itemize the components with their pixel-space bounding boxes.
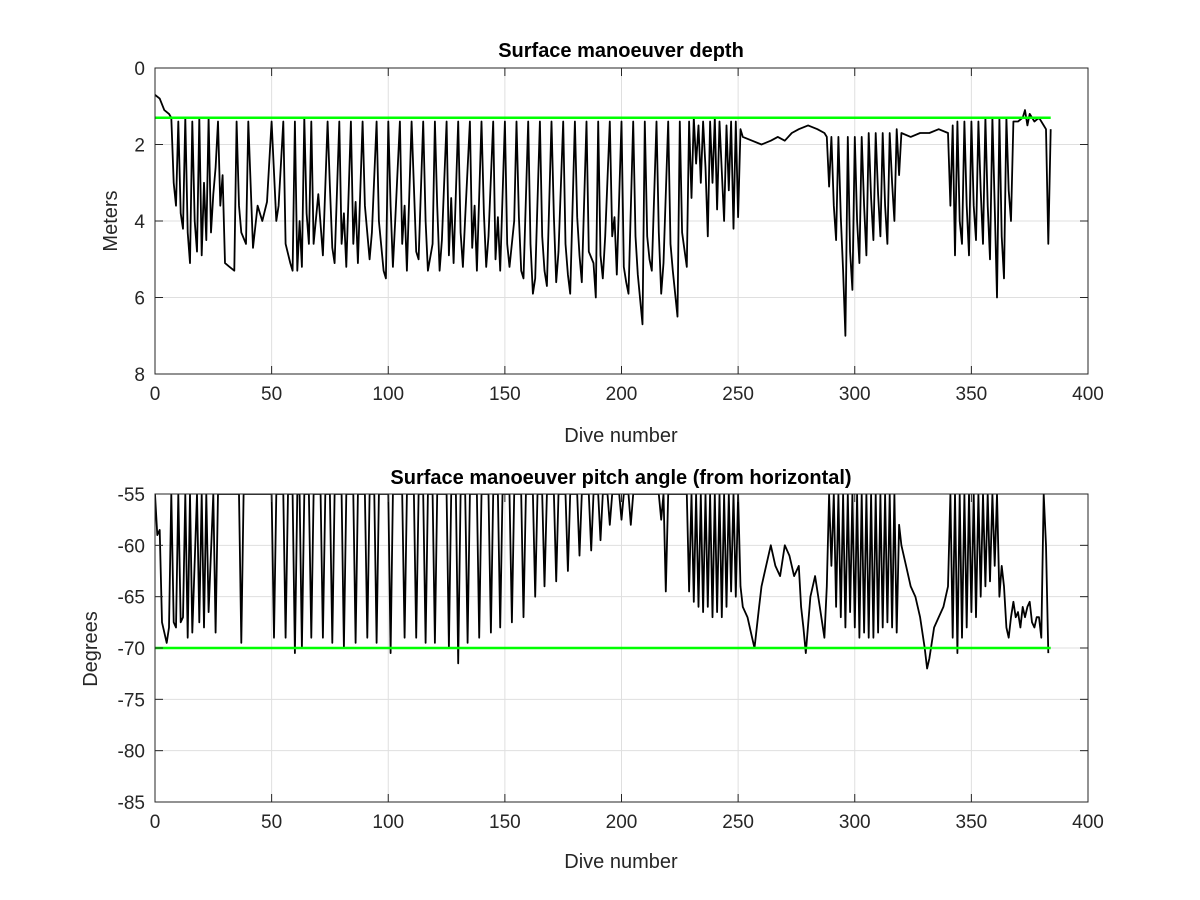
depth-ytick-label-4: 8 [134,365,145,386]
depth-xtick-label-7: 350 [956,384,988,405]
pitch-ytick-label-6: -55 [118,485,145,506]
depth-ytick-label-1: 2 [134,136,145,157]
depth-chart-ylabel: Meters [100,190,122,251]
depth-xtick-label-6: 300 [839,384,871,405]
depth-chart-xlabel: Dive number [564,425,678,447]
pitch-ytick-label-2: -75 [118,690,145,711]
pitch-chart-title: Surface manoeuver pitch angle (from hori… [390,467,851,489]
pitch-series-line [155,494,1050,670]
pitch-xtick-label-7: 350 [956,812,988,833]
depth-xtick-label-8: 400 [1072,384,1104,405]
pitch-chart: Surface manoeuver pitch angle (from hori… [80,467,1104,873]
pitch-xtick-label-5: 250 [722,812,754,833]
depth-chart-title: Surface manoeuver depth [498,40,744,62]
pitch-ytick-label-3: -70 [118,639,145,660]
depth-xtick-label-4: 200 [606,384,638,405]
depth-xtick-label-1: 50 [261,384,282,405]
pitch-xtick-label-3: 150 [489,812,521,833]
depth-xtick-label-0: 0 [150,384,161,405]
depth-ytick-label-3: 6 [134,289,145,310]
pitch-xtick-label-2: 100 [372,812,404,833]
pitch-xtick-label-0: 0 [150,812,161,833]
pitch-xtick-label-1: 50 [261,812,282,833]
pitch-ytick-label-0: -85 [118,793,145,814]
pitch-xtick-label-6: 300 [839,812,871,833]
pitch-ytick-label-1: -80 [118,742,145,763]
pitch-xtick-label-8: 400 [1072,812,1104,833]
depth-xtick-label-5: 250 [722,384,754,405]
depth-xtick-label-2: 100 [372,384,404,405]
depth-ytick-label-2: 4 [134,212,145,233]
pitch-ytick-label-4: -65 [118,588,145,609]
depth-ytick-label-0: 0 [134,59,145,80]
pitch-chart-ylabel: Degrees [80,611,102,687]
pitch-series-group [155,494,1051,670]
depth-series-group [155,94,1052,337]
depth-chart: Surface manoeuver depth Dive number Mete… [100,40,1104,447]
pitch-xtick-label-4: 200 [606,812,638,833]
depth-series-line [155,94,1052,337]
pitch-chart-xlabel: Dive number [564,851,678,873]
depth-xtick-label-3: 150 [489,384,521,405]
pitch-ytick-label-5: -60 [118,536,145,557]
